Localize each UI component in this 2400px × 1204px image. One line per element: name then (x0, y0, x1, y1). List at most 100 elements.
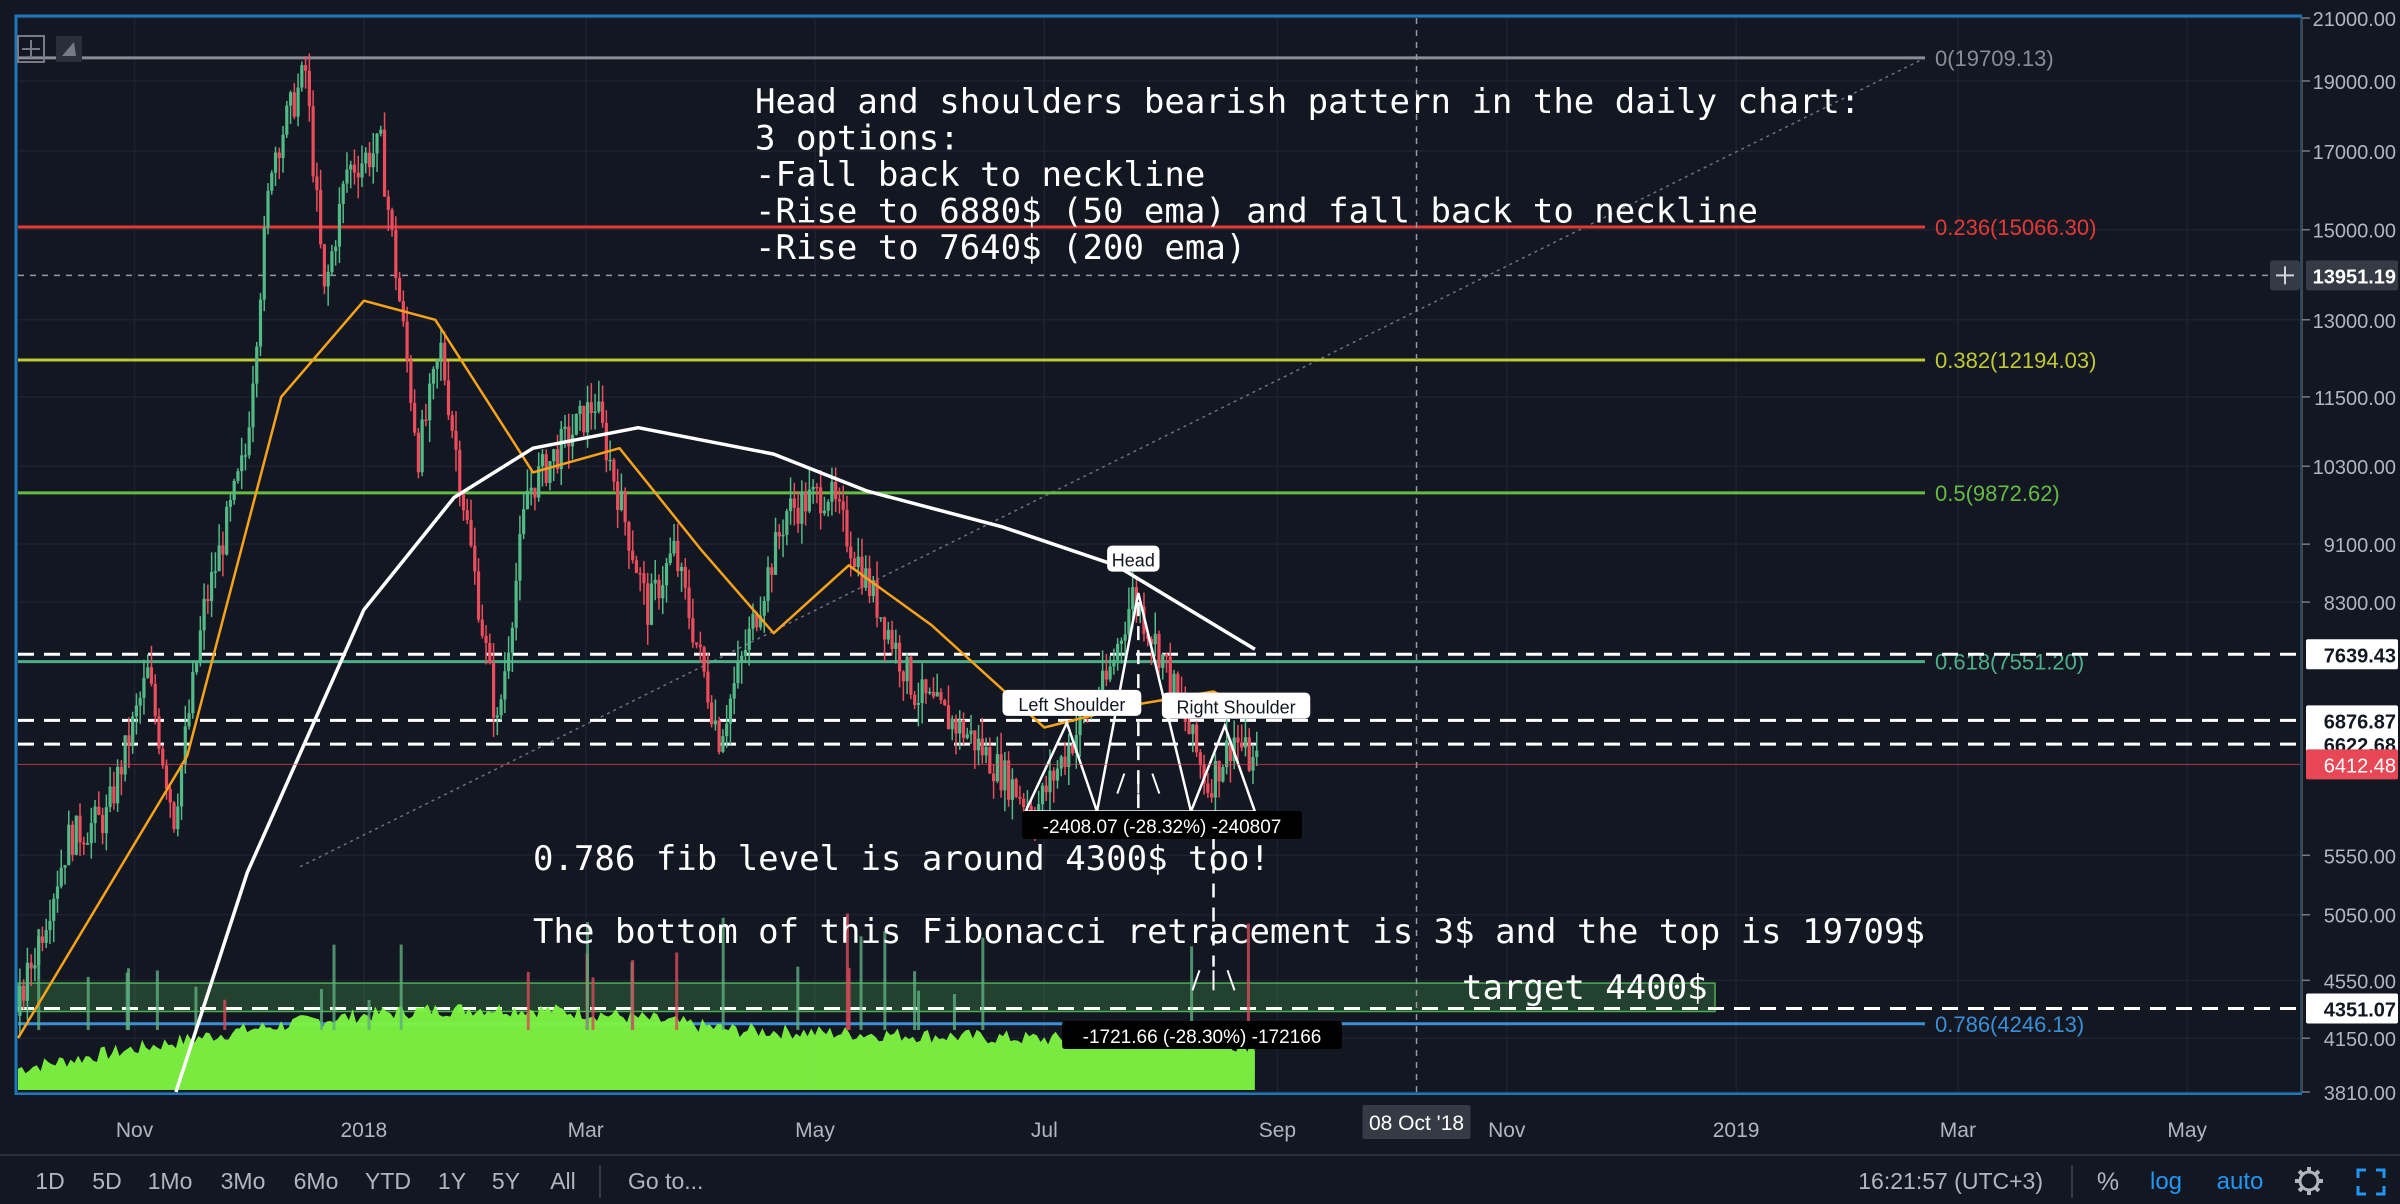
candle (548, 460, 552, 491)
candle-body (416, 432, 420, 473)
fullscreen-icon[interactable] (2356, 1168, 2386, 1196)
fib-level-label: 0.786(4246.13) (1935, 1012, 2084, 1037)
candle (758, 596, 763, 631)
candle (281, 125, 285, 173)
timeframe-button[interactable]: 5Y (492, 1168, 520, 1194)
candle (345, 152, 349, 193)
candle (815, 483, 819, 504)
annotation-target-label[interactable]: target 4400$ (1462, 968, 1708, 1008)
goto-button[interactable]: Go to... (628, 1168, 703, 1194)
candle (1164, 653, 1169, 673)
candle-body (179, 764, 184, 807)
measure-label-2[interactable]: -1721.66 (-28.30%) -172166 (1062, 1021, 1342, 1049)
candle (413, 389, 417, 436)
horizontal-dashed-lines[interactable] (18, 18, 2300, 1092)
candle-body (807, 489, 811, 512)
candle-body (405, 321, 409, 361)
candle (236, 468, 240, 484)
pattern-outline[interactable] (1024, 592, 1257, 817)
annotation-range-note[interactable]: The bottom of this Fibonacci retracement… (533, 912, 1925, 952)
annotation-main-line[interactable]: Head and shoulders bearish pattern in th… (755, 82, 1860, 122)
candle-body (1022, 798, 1026, 808)
candle-body (89, 823, 93, 844)
timeframe-button[interactable]: YTD (365, 1168, 411, 1194)
head-label[interactable]: Head (1107, 545, 1160, 572)
log-scale-button[interactable]: log (2150, 1168, 2182, 1195)
timeframe-button[interactable]: 1D (35, 1168, 64, 1194)
candle-body (623, 490, 627, 523)
candle-body (728, 698, 733, 724)
candle (461, 491, 466, 521)
candle (488, 633, 492, 665)
candle (439, 327, 443, 381)
candle (40, 926, 45, 952)
candle (292, 83, 296, 120)
annotation-fib-note[interactable]: 0.786 fib level is around 4300$ too! (533, 839, 1270, 879)
candle (593, 393, 597, 430)
target-zone[interactable] (17, 982, 1716, 1013)
percent-scale-button[interactable]: % (2097, 1168, 2119, 1196)
candle-body (292, 92, 296, 117)
candle (901, 670, 905, 702)
candle-body (172, 802, 176, 830)
candle-body (469, 520, 473, 546)
candle-body (116, 766, 120, 804)
candle-body (638, 573, 642, 575)
candle-body (834, 481, 838, 500)
price-axis[interactable]: 21000.00 19000.00 17000.00 15000.00 13000.00… (18, 9, 2398, 1105)
candle (638, 567, 642, 592)
candle-body (1228, 740, 1233, 762)
volume-histogram (18, 1004, 1255, 1090)
candle-body (232, 480, 236, 501)
candle-body (59, 867, 63, 887)
candle-body (1010, 779, 1014, 800)
candle-body (916, 702, 920, 705)
right-shoulder-label[interactable]: Right Shoulder (1161, 692, 1311, 719)
gear-tooth (2297, 1185, 2305, 1193)
timeframe-button[interactable]: 1Mo (148, 1168, 193, 1194)
timeframe-button[interactable]: 3Mo (221, 1168, 266, 1194)
candlestick-series (18, 53, 1259, 1037)
candle (785, 508, 789, 546)
arrow-icon[interactable] (56, 36, 82, 62)
text-annotations[interactable]: Head and shoulders bearish pattern in th… (533, 82, 1925, 1008)
timeframe-button[interactable]: 5D (92, 1168, 121, 1194)
burst-tick (1226, 969, 1236, 991)
head-and-shoulders-pattern[interactable]: Head Left Shoulder Right Shoulder -2408.07 … (1002, 545, 1342, 1049)
crosshair-plus-icon[interactable] (2270, 260, 2300, 291)
candle (1194, 721, 1199, 757)
candle (1161, 653, 1165, 680)
crosshair-plus-icon[interactable] (17, 35, 45, 63)
candle-body (871, 580, 875, 597)
candle-body (747, 628, 751, 651)
annotation-main-line[interactable]: 3 options: (755, 119, 960, 159)
candle-body (1153, 633, 1157, 645)
candle-body (390, 209, 394, 230)
annotation-main-line[interactable]: -Fall back to neckline (755, 155, 1205, 195)
candle (1127, 587, 1131, 638)
candle (319, 169, 323, 249)
candle (258, 292, 263, 356)
candle-body (935, 692, 939, 697)
candle-body (1048, 770, 1052, 793)
candle (943, 698, 947, 706)
timeframe-button[interactable]: All (550, 1168, 576, 1194)
candle-body (894, 642, 898, 649)
candle (879, 617, 883, 622)
auto-scale-button[interactable]: auto (2217, 1168, 2264, 1195)
measure-label-1[interactable]: -2408.07 (-28.32%) -240807 (1022, 811, 1302, 839)
annotation-main-line[interactable]: -Rise to 6880$ (50 ema) and fall back to… (755, 192, 1758, 232)
annotation-main-line[interactable]: -Rise to 7640$ (200 ema) (755, 228, 1246, 268)
candle (179, 762, 184, 820)
candle (454, 411, 458, 472)
timeframe-button[interactable]: 1Y (438, 1168, 466, 1194)
left-shoulder-label[interactable]: Left Shoulder (1002, 689, 1142, 716)
settings-gear-icon[interactable] (2295, 1167, 2323, 1195)
timeframe-button[interactable]: 6Mo (294, 1168, 339, 1194)
candle-body (954, 718, 958, 734)
candle (210, 552, 214, 618)
candle-body (1202, 764, 1206, 784)
time-axis[interactable]: Nov 2018 Mar May Jul Sep Nov 2019 Mar May 08 Oct '… (116, 266, 2394, 1142)
candle-body (281, 134, 285, 159)
